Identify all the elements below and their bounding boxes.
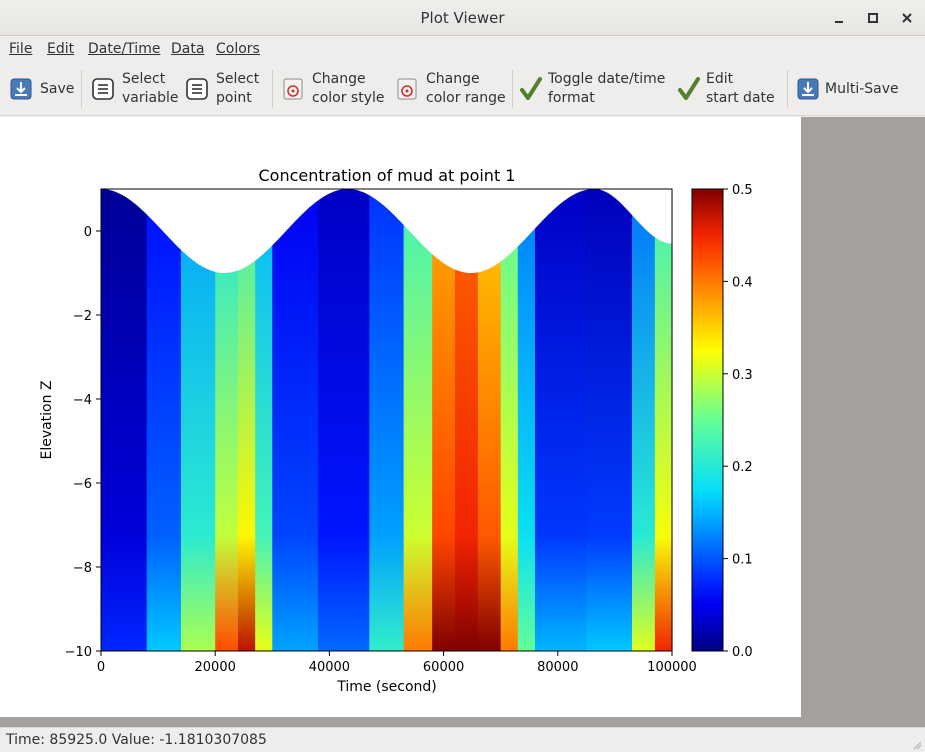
plot-frame [100,188,673,652]
save-icon [10,78,32,100]
y-axis-label: Elevation Z [39,380,55,459]
x-tick-label: 0 [97,660,105,675]
y-tick-label: −10 [65,645,92,660]
select-variable-button[interactable]: Select variable [92,62,178,116]
toolbar-separator [272,70,273,108]
x-tick-label: 60000 [423,660,464,675]
y-tick-label: −8 [73,561,92,576]
heatmap-cell [317,189,370,651]
heatmap-cell [101,189,148,651]
plot-canvas-area: 0 20000 40000 60000 80000 100000 0 −2 −4 −6 −8 −10… [0,117,925,727]
checkmark-icon [678,77,700,100]
status-bar: Time: 85925.0 Value: -1.1810307085 [0,727,925,752]
menu-bar: File Edit Date/Time Data Colors [0,37,925,62]
menu-colors-label: Colors [216,41,260,57]
heatmap-cells [101,189,673,651]
list-icon [92,78,114,100]
x-tick-label: 40000 [309,660,350,675]
x-tick-label: 20000 [195,660,236,675]
x-axis-ticks: 0 20000 40000 60000 80000 100000 [97,651,697,675]
edit-start-date-label: Edit start date [706,71,775,106]
colorbar-tick-label: 0.2 [732,460,753,475]
heatmap-cell [517,189,536,651]
change-color-style-label: Change color style [312,71,385,106]
palette-icon [396,78,418,100]
heatmap-chart[interactable]: 0 20000 40000 60000 80000 100000 0 −2 −4 −6 −8 −10… [0,117,801,717]
x-tick-label: 80000 [537,660,578,675]
heatmap-cell [632,189,656,651]
colorbar-ticks: 0.0 0.1 0.2 0.3 0.4 0.5 [723,183,753,660]
palette-icon [282,78,304,100]
chart-title: Concentration of mud at point 1 [259,166,516,185]
heatmap-cell [369,189,405,651]
menu-colors[interactable]: Colors [216,41,260,57]
multi-save-label: Multi-Save [825,80,899,97]
water-surface-mask [101,189,672,273]
heatmap-cell [238,189,256,651]
colorbar-tick-label: 0.1 [732,553,753,568]
select-point-label: Select point [216,71,260,106]
y-tick-label: 0 [84,225,92,240]
heatmap-cell [146,189,182,651]
heatmap-cell [500,189,519,651]
heatmap-cell [215,189,239,651]
window-title: Plot Viewer [420,9,505,27]
heatmap-cell [586,189,633,651]
colorbar-tick-label: 0.4 [732,275,753,290]
y-tick-label: −2 [73,309,92,324]
heatmap-cell [477,189,502,651]
x-tick-label: 100000 [647,660,697,675]
heatmap-cell [455,189,479,651]
status-readout: Time: 85925.0 Value: -1.1810307085 [6,732,267,748]
heatmap-cell [534,189,587,651]
change-color-range-button[interactable]: Change color range [396,62,506,116]
menu-datetime-label: Date/Time [88,41,161,57]
resize-grip-icon[interactable] [912,740,922,750]
y-tick-label: −6 [73,477,92,492]
menu-file-label: File [9,41,33,57]
menu-datetime[interactable]: Date/Time [88,41,160,57]
list-icon [186,78,208,100]
menu-file[interactable]: File [9,41,32,57]
maximize-icon[interactable] [863,8,883,28]
y-axis-ticks: 0 −2 −4 −6 −8 −10 [65,225,101,660]
toolbar-separator [512,70,513,108]
plot-figure[interactable]: 0 20000 40000 60000 80000 100000 0 −2 −4 −6 −8 −10… [0,117,801,717]
colorbar-tick-label: 0.0 [732,645,753,660]
change-color-range-label: Change color range [426,71,506,106]
change-color-style-button[interactable]: Change color style [282,62,385,116]
multi-save-button[interactable]: Multi-Save [797,62,899,116]
save-button[interactable]: Save [10,62,74,116]
heatmap-cell [432,189,456,651]
menu-data-label: Data [171,41,205,57]
colorbar-tick-label: 0.3 [732,368,753,383]
x-axis-label: Time (second) [336,679,437,695]
heatmap-cell [403,189,433,651]
colorbar-tick-label: 0.5 [732,183,753,198]
heatmap-cell [255,189,273,651]
heatmap-cell [272,189,319,651]
title-bar: Plot Viewer [0,0,925,36]
toggle-datetime-format-button[interactable]: Toggle date/time format [520,62,665,116]
edit-start-date-button[interactable]: Edit start date [678,62,775,116]
toolbar: Save Select variable Select point Change… [0,62,925,116]
toggle-datetime-label: Toggle date/time format [548,71,666,106]
heatmap-cell [654,189,673,651]
select-point-button[interactable]: Select point [186,62,259,116]
colorbar [691,188,724,652]
y-tick-label: −4 [73,393,92,408]
toolbar-separator [81,70,82,108]
checkmark-icon [520,77,542,100]
menu-data[interactable]: Data [171,41,204,57]
toolbar-separator [787,70,788,108]
save-icon [797,78,819,100]
menu-edit-label: Edit [47,41,75,57]
select-variable-label: Select variable [122,71,179,106]
save-label: Save [40,80,75,97]
menu-edit[interactable]: Edit [47,41,74,57]
minimize-icon[interactable] [829,8,849,28]
close-icon[interactable] [897,8,917,28]
